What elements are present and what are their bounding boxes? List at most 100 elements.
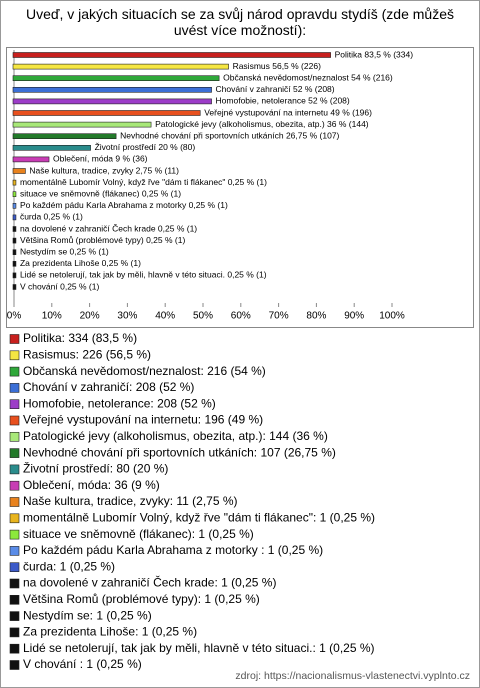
legend-swatch [9, 350, 20, 361]
legend-label: Lidé se netolerují, tak jak by měli, hla… [23, 641, 375, 655]
x-tick-label: 20% [80, 311, 100, 322]
legend-label: V chování : 1 (0,25 %) [23, 657, 142, 671]
chart-title: Uveď, v jakých situacích se za svůj náro… [25, 6, 454, 38]
legend-label: Nevhodné chování při sportovních utkáníc… [23, 445, 336, 459]
legend-label: čurda: 1 (0,25 %) [23, 559, 115, 573]
legend-swatch [9, 497, 20, 507]
legend-label: Patologické jevy (alkoholismus, obezita,… [23, 429, 328, 443]
legend-label: Za prezidenta Lihoše: 1 (0,25 %) [23, 625, 197, 639]
legend-swatch [9, 611, 20, 621]
bar [12, 272, 17, 279]
legend-label: Po každém pádu Karla Abrahama z motorky … [23, 543, 323, 557]
legend-label: situace ve sněmovně (flákanec): 1 (0,25 … [23, 527, 254, 541]
legend-swatch [9, 578, 20, 589]
x-tick-label: 90% [344, 311, 364, 322]
legend-label: Veřejné vystupování na internetu: 196 (4… [23, 413, 263, 427]
legend-label: Oblečení, móda: 36 (9 %) [23, 478, 160, 492]
legend-label: Rasismus: 226 (56,5 %) [23, 347, 151, 361]
legend-label: Chování v zahraničí: 208 (52 %) [23, 380, 194, 394]
value-label: Nevhodné chování při sportovních utkáníc… [120, 130, 339, 140]
value-label: Nestydím se 0,25 % (1) [20, 246, 109, 256]
value-label: situace ve sněmovně (flákanec) 0,25 % (1… [20, 188, 181, 198]
legend-swatch [9, 334, 20, 344]
x-tick-label: 50% [193, 311, 213, 322]
bar [12, 133, 117, 139]
x-tick-label: 100% [379, 311, 405, 322]
bar [12, 168, 26, 174]
legend-label: Politika: 334 (83,5 %) [23, 331, 137, 345]
legend-swatch [9, 415, 20, 426]
value-label: Po každém pádu Karla Abrahama z motorky … [20, 200, 228, 210]
x-tick-label: 70% [269, 311, 289, 322]
value-label: Politika 83,5 % (334) [335, 49, 414, 59]
legend-label: Většina Romů (problémové typy): 1 (0,25 … [23, 592, 260, 606]
value-label: Patologické jevy (alkoholismus, obezita,… [155, 119, 369, 129]
legend-swatch [9, 464, 20, 475]
legend-label: momentálně Lubomír Volný, když řve "dám … [23, 510, 375, 524]
bar [12, 237, 17, 244]
legend-label: Občanská nevědomost/neznalost: 216 (54 %… [23, 364, 266, 378]
bar [12, 260, 17, 267]
legend-label: na dovolené v zahraničí Čech krade: 1 (0… [23, 575, 276, 590]
value-label: momentálně Lubomír Volný, když řve "dám … [20, 177, 267, 187]
legend-label: Homofobie, netolerance: 208 (52 %) [23, 396, 216, 410]
bar [12, 214, 17, 221]
legend-swatch [9, 643, 20, 654]
x-tick-label: 30% [117, 311, 137, 322]
x-tick-label: 40% [155, 311, 175, 322]
legend-label: Životní prostředí: 80 (20 %) [23, 461, 168, 476]
legend-swatch [9, 399, 20, 410]
bar [12, 63, 229, 70]
legend-swatch [9, 448, 20, 458]
legend-swatch [9, 546, 20, 556]
legend-swatch [9, 431, 20, 442]
bar [12, 87, 212, 93]
plot-frame [6, 47, 474, 328]
source: zdroj: https://nacionalismus-vlastenectv… [235, 670, 470, 682]
bar [12, 121, 152, 128]
x-tick-label: 80% [306, 311, 326, 322]
bar [12, 284, 17, 290]
x-tick-label: 0% [7, 311, 22, 322]
value-label: Homofobie, netolerance 52 % (208) [216, 96, 350, 106]
bar [12, 203, 17, 209]
bar [12, 179, 17, 186]
value-label: čurda 0,25 % (1) [20, 212, 83, 222]
value-label: Oblečení, móda 9 % (36) [53, 154, 148, 164]
x-tick-label: 10% [42, 311, 62, 322]
value-label: Většina Romů (problémové typy) 0,25 % (1… [20, 235, 186, 245]
legend-swatch [9, 366, 20, 377]
legend-swatch [9, 627, 20, 638]
value-label: Rasismus 56,5 % (226) [233, 61, 322, 71]
bar [12, 98, 212, 105]
value-label: Životní prostředí 20 % (80) [95, 142, 196, 152]
value-label: Lidé se netolerují, tak jak by měli, hla… [20, 270, 267, 280]
value-label: na dovolené v zahraničí Čech krade 0,25 … [20, 223, 197, 233]
legend-label: Nestydím se: 1 (0,25 %) [23, 608, 152, 622]
bar [12, 226, 17, 232]
bar [12, 191, 17, 197]
value-label: Naše kultura, tradice, zvyky 2,75 % (11) [29, 165, 179, 175]
legend-swatch [9, 383, 20, 393]
legend-swatch [9, 594, 20, 605]
value-label: V chování 0,25 % (1) [20, 281, 100, 291]
bar [12, 145, 91, 151]
value-label: Chování v zahraničí 52 % (208) [216, 84, 335, 94]
legend-swatch [9, 660, 20, 670]
bar [12, 156, 50, 163]
legend-swatch [9, 562, 20, 573]
value-label: Veřejné vystupování na internetu 49 % (1… [204, 107, 372, 117]
value-label: Za prezidenta Lihoše 0,25 % (1) [20, 258, 141, 268]
x-tick-label: 60% [231, 311, 251, 322]
value-label: Občanská nevědomost/neznalost 54 % (216) [223, 72, 393, 82]
legend-swatch [9, 513, 20, 524]
bar [12, 110, 201, 116]
legend-swatch [9, 529, 20, 540]
bar [12, 75, 220, 81]
bar [12, 52, 331, 58]
bar [12, 249, 17, 255]
legend-label: Naše kultura, tradice, zvyky: 11 (2,75 %… [23, 494, 238, 508]
legend-swatch [9, 480, 20, 491]
